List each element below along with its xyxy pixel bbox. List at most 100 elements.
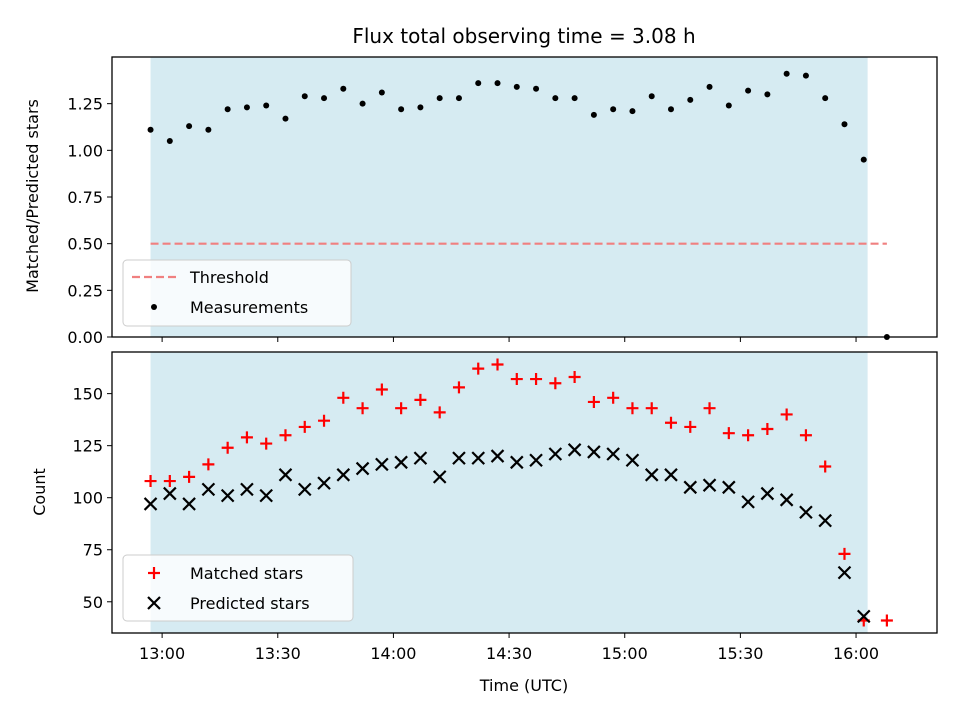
data-point [220, 488, 235, 503]
data-point [590, 111, 597, 118]
data-point [819, 460, 832, 473]
x-tick-label: 14:30 [486, 644, 532, 663]
data-point [722, 427, 735, 440]
data-point [452, 381, 465, 394]
panel-ratio: 0.00 0.25 0.50 0.75 1.00 1.25 Matched/Predict… [23, 56, 938, 347]
data-point [494, 80, 501, 87]
data-point [260, 437, 273, 450]
data-point [282, 115, 289, 122]
y-tick-label: 100 [72, 489, 103, 508]
data-point [186, 123, 193, 130]
y-tick-label: 0.75 [67, 188, 103, 207]
data-point [433, 406, 446, 419]
data-point [648, 93, 655, 100]
data-point [567, 443, 582, 457]
data-point [413, 451, 428, 465]
data-point [837, 565, 852, 580]
data-point [687, 96, 694, 103]
data-point [838, 547, 851, 560]
data-point [318, 414, 331, 427]
data-point [841, 121, 848, 128]
legend-threshold-label: Threshold [189, 268, 269, 287]
x-tick-label: 13:30 [255, 644, 301, 663]
data-point [455, 95, 462, 102]
legend-measurements-label: Measurements [190, 298, 308, 317]
data-point [880, 614, 893, 627]
data-point [359, 100, 366, 107]
data-point [607, 391, 620, 404]
data-point [317, 476, 331, 490]
data-point [610, 106, 617, 113]
data-point [432, 470, 447, 484]
data-point [144, 475, 157, 488]
data-point [395, 402, 408, 415]
data-point [664, 468, 678, 482]
data-point [783, 70, 790, 77]
data-point [799, 429, 812, 442]
data-point [725, 102, 732, 109]
y-tick-label: 0.25 [67, 281, 103, 300]
legend-bottom: Matched stars Predicted stars [122, 554, 354, 622]
data-point [644, 468, 659, 482]
data-point [205, 126, 212, 133]
data-point [375, 383, 388, 396]
series-measurements [147, 70, 890, 340]
data-point [240, 431, 253, 444]
data-point [163, 475, 176, 488]
data-point [722, 480, 736, 495]
y-tick-label: 125 [72, 437, 103, 456]
data-point [552, 95, 559, 102]
data-point [802, 72, 809, 79]
data-point [355, 461, 370, 476]
data-point [530, 373, 543, 386]
data-point [513, 83, 520, 90]
x-tick-label: 15:00 [602, 644, 648, 663]
series-predicted-stars [143, 443, 871, 624]
data-point [224, 106, 231, 113]
data-point [337, 391, 350, 404]
x-tick-label: 14:00 [370, 644, 416, 663]
data-point [472, 362, 485, 375]
y-tick-label: 0.00 [67, 328, 103, 347]
data-point [243, 104, 250, 111]
y-tick-label: 1.25 [67, 95, 103, 114]
data-point [568, 370, 581, 383]
data-point [745, 87, 752, 94]
data-point [549, 377, 562, 390]
data-point [760, 486, 775, 501]
data-point [202, 458, 215, 471]
data-point [742, 429, 755, 442]
data-point [860, 156, 867, 163]
data-point [417, 104, 424, 111]
y-axis-label-top: Matched/Predicted stars [23, 99, 42, 293]
data-point [533, 85, 540, 92]
data-point [259, 488, 273, 503]
data-point [664, 416, 677, 429]
data-point [147, 126, 154, 133]
data-point [414, 393, 427, 406]
legend-matched-swatch [148, 567, 160, 579]
data-point [491, 358, 504, 371]
data-point [278, 468, 293, 482]
data-point [201, 482, 216, 497]
data-point [490, 449, 505, 463]
data-point [394, 455, 408, 470]
data-point [452, 451, 466, 465]
legend-top: Threshold Measurements [122, 259, 352, 327]
data-point [741, 495, 755, 509]
y-tick-label: 50 [83, 593, 103, 612]
data-point [626, 402, 639, 415]
data-point [629, 108, 636, 115]
data-point [625, 453, 640, 468]
data-point [510, 373, 523, 386]
data-point [336, 468, 351, 482]
data-point [683, 480, 698, 495]
panel-counts: 50 75 100 125 150 13:00 13:30 14:00 14:30 15:00 1… [30, 351, 938, 663]
data-point [780, 408, 793, 421]
x-tick-label: 15:30 [717, 644, 763, 663]
data-point [163, 486, 177, 501]
series-matched-stars [144, 358, 893, 627]
data-point [667, 106, 674, 113]
data-point [375, 457, 389, 472]
